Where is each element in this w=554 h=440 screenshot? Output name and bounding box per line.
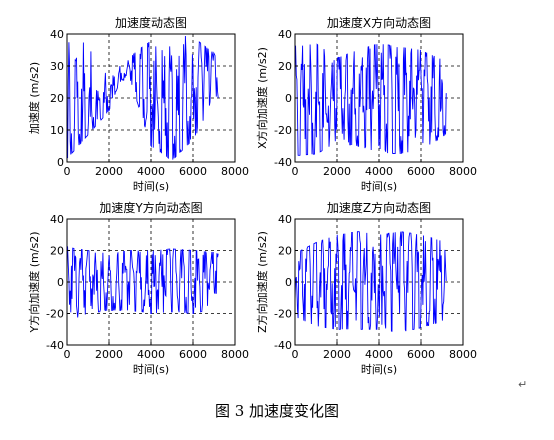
y-axis-label: Y方向加速度 (m/s2)	[27, 232, 41, 334]
chart-panel-3: 加速度Y方向动态图 0 2000 4000 6000 8000 -40 -20 0 20 40 时间(…	[27, 200, 249, 376]
y-tick-label: 0	[57, 276, 64, 289]
y-tick-label: 40	[278, 213, 292, 226]
y-tick-label: 30	[50, 60, 64, 73]
chart-title: 加速度动态图	[115, 15, 187, 30]
x-tick-label: 6000	[179, 348, 207, 361]
y-tick-label: -40	[274, 339, 292, 352]
x-axis-label: 时间(s)	[133, 180, 169, 193]
y-tick-label: 0	[57, 156, 64, 169]
series-line	[294, 231, 447, 332]
figure-caption: 图 3 加速度变化图	[214, 402, 340, 420]
x-tick-label: 4000	[365, 165, 393, 178]
y-tick-label: 20	[278, 245, 292, 258]
x-tick-label: 8000	[449, 165, 477, 178]
y-tick-label: 0	[285, 92, 292, 105]
x-tick-label: 4000	[137, 165, 165, 178]
chart-title: 加速度X方向动态图	[327, 15, 431, 30]
y-axis-label: X方向加速度 (m/s2)	[255, 47, 269, 149]
x-tick-label: 0	[292, 348, 299, 361]
x-tick-label: 8000	[449, 348, 477, 361]
series-line	[66, 245, 219, 318]
x-tick-label: 2000	[95, 348, 123, 361]
y-tick-label: 40	[278, 28, 292, 41]
series-line	[294, 43, 447, 156]
y-axis-label: Z方向加速度 (m/s2)	[255, 231, 269, 333]
y-tick-label: -20	[46, 308, 64, 321]
y-tick-label: -40	[46, 339, 64, 352]
y-tick-label: -40	[274, 156, 292, 169]
x-tick-label: 2000	[95, 165, 123, 178]
x-tick-label: 6000	[179, 165, 207, 178]
x-axis-label: 时间(s)	[361, 363, 397, 376]
chart-panel-1: 加速度动态图 0 2000 4000 6000 8000 0 10 20 30 40 时间(s) 加速度…	[27, 15, 249, 193]
y-tick-label: 20	[50, 92, 64, 105]
y-tick-label: 20	[278, 60, 292, 73]
y-tick-label: 40	[50, 213, 64, 226]
chart-title: 加速度Y方向动态图	[99, 200, 202, 215]
x-tick-label: 2000	[323, 348, 351, 361]
x-tick-label: 4000	[365, 348, 393, 361]
x-tick-label: 0	[64, 165, 71, 178]
y-tick-label: -20	[274, 308, 292, 321]
paragraph-mark: ↵	[518, 378, 528, 391]
x-tick-label: 8000	[221, 348, 249, 361]
y-tick-label: 0	[285, 276, 292, 289]
chart-panel-4: 加速度Z方向动态图 0 2000 4000 6000 8000 -40 -20 0 20 40 时间(…	[255, 200, 477, 376]
x-tick-label: 2000	[323, 165, 351, 178]
y-tick-label: 40	[50, 28, 64, 41]
y-tick-label: 10	[50, 124, 64, 137]
x-axis-label: 时间(s)	[133, 363, 169, 376]
chart-panel-2: 加速度X方向动态图 0 2000 4000 6000 8000 -40 -20 0 20 40 时间(…	[255, 15, 477, 193]
x-tick-label: 4000	[137, 348, 165, 361]
x-axis-label: 时间(s)	[361, 180, 397, 193]
x-tick-label: 0	[64, 348, 71, 361]
x-tick-label: 6000	[407, 348, 435, 361]
y-axis-label: 加速度 (m/s2)	[27, 62, 41, 134]
x-tick-label: 6000	[407, 165, 435, 178]
y-tick-label: 20	[50, 245, 64, 258]
series-line	[66, 35, 219, 160]
x-tick-label: 8000	[221, 165, 249, 178]
x-tick-label: 0	[292, 165, 299, 178]
chart-title: 加速度Z方向动态图	[327, 200, 431, 215]
y-tick-label: -20	[274, 124, 292, 137]
